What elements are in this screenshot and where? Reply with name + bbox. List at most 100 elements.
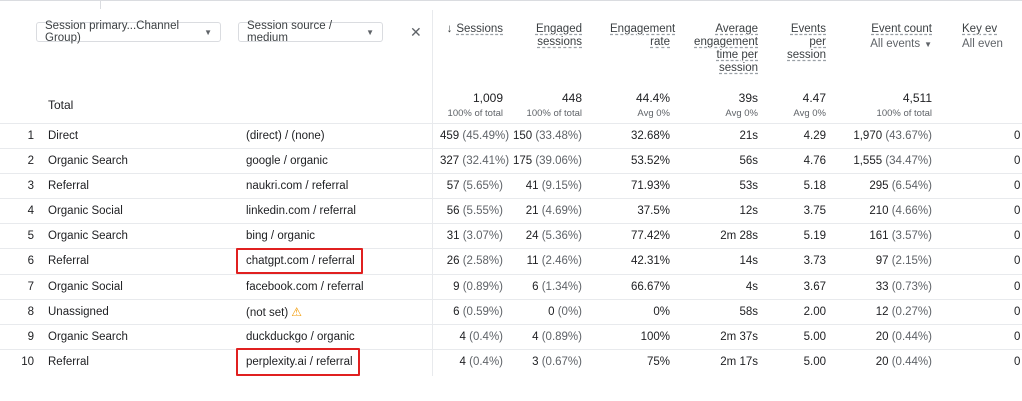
source-medium-cell[interactable]: google / organic	[246, 155, 328, 168]
source-medium-cell[interactable]: bing / organic	[246, 230, 316, 243]
row-index: 9	[27, 330, 34, 343]
sessions-cell: 9 (0.89%)	[453, 280, 503, 293]
chevron-down-icon: ▼	[204, 27, 212, 37]
row-index: 8	[27, 305, 34, 318]
avg-engagement-time-cell: 2m 28s	[720, 230, 758, 243]
row-index: 4	[27, 205, 34, 218]
engaged-sessions-cell: 150 (33.48%)	[512, 130, 582, 142]
event-count-cell: 12 (0.27%)	[875, 305, 932, 318]
row-index: 3	[27, 180, 34, 193]
sessions-cell: 6 (0.59%)	[453, 305, 503, 318]
table-row[interactable]: 8 Unassigned (not set) ⚠ 6 (0.59%) 0 (0%)…	[0, 298, 1022, 324]
engaged-sessions-cell: 3 (0.67%)	[532, 355, 582, 368]
table-row[interactable]: 2 Organic Search google / organic 327 (3…	[0, 148, 1022, 173]
sessions-cell: 57 (5.65%)	[446, 180, 503, 193]
engaged-sessions-cell: 24 (5.36%)	[525, 230, 582, 243]
table-row[interactable]: 10 Referral perplexity.ai / referral 4 (…	[0, 348, 1022, 374]
table-row[interactable]: 6 Referral chatgpt.com / referral 26 (2.…	[0, 248, 1022, 273]
channel-group-cell[interactable]: Unassigned	[48, 305, 109, 318]
avg-engagement-time-cell: 14s	[739, 255, 758, 268]
table-row[interactable]: 7 Organic Social facebook.com / referral…	[0, 273, 1022, 299]
engaged-sessions-cell: 11 (2.46%)	[526, 255, 582, 268]
event-count-cell: 97 (2.15%)	[875, 255, 932, 268]
row-index: 5	[27, 230, 34, 243]
events-per-session-cell: 4.76	[803, 155, 826, 168]
table-header: Session primary...Channel Group) ▼ Sessi…	[0, 0, 1022, 124]
table-row[interactable]: 9 Organic Search duckduckgo / organic 4 …	[0, 323, 1022, 349]
sessions-cell: 56 (5.55%)	[446, 205, 503, 218]
key-events-cell: 0	[1014, 305, 1021, 318]
total-sessions: 1,009 100% of total	[447, 91, 503, 119]
row-index: 2	[27, 155, 34, 168]
column-separator	[432, 10, 433, 376]
engagement-rate-cell: 77.42%	[630, 230, 670, 243]
total-engaged-sessions: 448 100% of total	[526, 91, 582, 119]
channel-group-cell[interactable]: Organic Search	[48, 155, 128, 168]
channel-group-cell[interactable]: Organic Social	[48, 205, 123, 218]
table-row[interactable]: 5 Organic Search bing / organic 31 (3.07…	[0, 223, 1022, 248]
key-events-cell: 0	[1014, 180, 1021, 193]
channel-group-cell[interactable]: Organic Search	[48, 330, 128, 343]
source-medium-cell[interactable]: naukri.com / referral	[246, 180, 349, 193]
channel-group-cell[interactable]: Direct	[48, 130, 79, 142]
event-count-cell: 161 (3.57%)	[869, 230, 932, 243]
table-row[interactable]: 3 Referral naukri.com / referral 57 (5.6…	[0, 173, 1022, 198]
metric-header-key-events[interactable]: Key ev All even	[962, 23, 1003, 50]
secondary-dimension-label: Session source / medium	[247, 20, 333, 44]
table-row[interactable]: 4 Organic Social linkedin.com / referral…	[0, 198, 1022, 223]
events-per-session-cell: 3.73	[803, 255, 826, 268]
secondary-dimension-dropdown[interactable]: Session source / medium ▼	[238, 20, 383, 44]
event-count-cell: 295 (6.54%)	[869, 180, 932, 193]
source-medium-cell[interactable]: chatgpt.com / referral	[246, 255, 355, 268]
source-medium-cell[interactable]: (direct) / (none)	[246, 130, 325, 142]
source-medium-cell[interactable]: facebook.com / referral	[246, 280, 364, 293]
events-per-session-cell: 3.67	[803, 280, 826, 293]
events-per-session-cell: 5.00	[803, 355, 826, 368]
engagement-rate-cell: 37.5%	[637, 205, 670, 218]
channel-group-cell[interactable]: Referral	[48, 355, 89, 368]
avg-engagement-time-cell: 12s	[739, 205, 758, 218]
avg-engagement-time-cell: 53s	[739, 180, 758, 193]
key-events-cell: 0	[1014, 280, 1021, 293]
row-index: 1	[27, 130, 34, 142]
avg-engagement-time-cell: 4s	[745, 280, 758, 293]
engagement-rate-cell: 100%	[640, 330, 670, 343]
engagement-rate-cell: 42.31%	[630, 255, 670, 268]
engagement-rate-cell: 32.68%	[630, 130, 670, 142]
metric-header-engaged-sessions[interactable]: Engaged sessions	[535, 23, 582, 48]
events-per-session-cell: 5.00	[803, 330, 826, 343]
source-medium-cell[interactable]: linkedin.com / referral	[246, 205, 356, 218]
metric-header-engagement-rate[interactable]: Engagement rate	[610, 23, 676, 48]
engaged-sessions-cell: 0 (0%)	[548, 305, 582, 318]
source-medium-cell[interactable]: duckduckgo / organic	[246, 330, 355, 343]
metric-header-avg-engagement-time[interactable]: Average engagement time per session	[694, 23, 758, 74]
key-events-cell: 0	[1014, 230, 1021, 243]
sessions-cell: 327 (32.41%)	[440, 155, 510, 168]
key-events-cell: 0	[1014, 205, 1021, 218]
event-count-cell: 1,555 (34.47%)	[853, 155, 932, 168]
sessions-cell: 26 (2.58%)	[446, 255, 503, 268]
metric-header-event-count[interactable]: Event count All events ▼	[842, 23, 932, 51]
events-per-session-cell: 3.75	[803, 205, 826, 218]
key-events-cell: 0	[1014, 355, 1021, 368]
close-icon[interactable]: ✕	[410, 24, 422, 40]
channel-group-cell[interactable]: Organic Search	[48, 230, 128, 243]
total-event-count: 4,511 100% of total	[876, 91, 932, 119]
primary-dimension-dropdown[interactable]: Session primary...Channel Group) ▼	[36, 20, 221, 44]
event-count-filter[interactable]: All events ▼	[870, 38, 932, 50]
channel-group-cell[interactable]: Organic Social	[48, 280, 123, 293]
channel-group-cell[interactable]: Referral	[48, 180, 89, 193]
event-count-cell: 1,970 (43.67%)	[853, 130, 932, 142]
source-medium-cell[interactable]: (not set) ⚠	[246, 304, 302, 319]
source-medium-cell[interactable]: perplexity.ai / referral	[246, 355, 353, 368]
channel-group-cell[interactable]: Referral	[48, 255, 89, 268]
sessions-cell: 4 (0.4%)	[459, 330, 503, 343]
row-index: 6	[27, 255, 34, 268]
table-row[interactable]: 1 Direct (direct) / (none) 459 (45.49%) …	[0, 123, 1022, 148]
sessions-cell: 4 (0.4%)	[459, 355, 503, 368]
metric-header-sessions[interactable]: ↓ Sessions	[446, 23, 503, 35]
metric-header-events-per-session[interactable]: Events per session	[787, 23, 826, 61]
row-index: 7	[27, 280, 34, 293]
total-label: Total	[48, 98, 74, 112]
chevron-down-icon: ▼	[366, 27, 374, 37]
